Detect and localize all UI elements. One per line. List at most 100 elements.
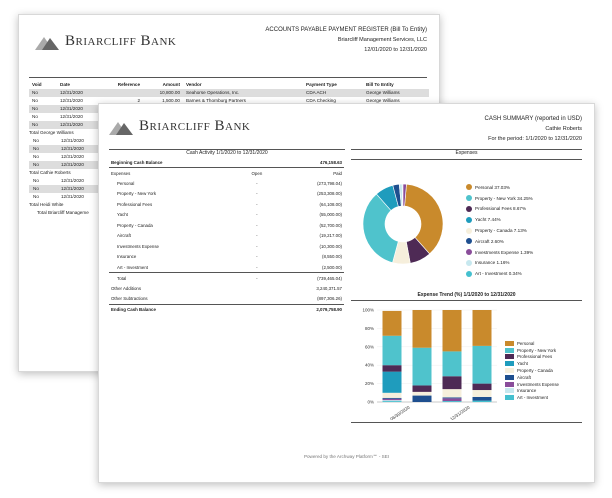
bar-segment[interactable] [472, 400, 492, 402]
report-header: ACCOUNTS PAYABLE PAYMENT REGISTER (Bill … [265, 25, 427, 55]
table-row[interactable]: No 12/31/2020 [29, 185, 109, 193]
bar-segment[interactable] [412, 395, 432, 402]
legend-label: Property - New York [517, 347, 557, 353]
date-cell: 12/31/2020 [61, 178, 84, 183]
cash-cell: Other Subtractions [109, 293, 240, 305]
cash-cell: Ending Cash Balance [111, 307, 156, 312]
bank-logo: Briarcliff Bank [35, 33, 176, 50]
cash-cell: (897,306.26) [274, 293, 344, 305]
legend-label: Art - Investment 0.34% [475, 271, 522, 277]
bar-segment[interactable] [382, 310, 402, 336]
y-tick-label: 0% [367, 400, 374, 405]
bar-segment[interactable] [382, 397, 402, 399]
void-cell: No [33, 186, 39, 191]
legend-label: Yacht [517, 361, 528, 367]
cash-summary-page: Briarcliff Bank CASH SUMMARY (reported i… [98, 103, 595, 483]
cash-cell: (8,550.00) [321, 254, 342, 260]
legend-swatch [505, 395, 514, 401]
bar-segment[interactable] [472, 345, 492, 384]
legend-item: Art - Investment [505, 394, 559, 401]
date-cell: 12/31/2020 [61, 162, 84, 167]
date-cell: 12/31/2020 [61, 194, 84, 199]
bar-segment[interactable] [382, 400, 402, 402]
column-header: Amount [162, 82, 180, 87]
legend-swatch [466, 238, 472, 245]
table-cell: 12/31/2020 [57, 105, 99, 113]
cash-cell: (52,700.00) [319, 222, 342, 228]
cash-activity-row: Other Additions 3,240,371.57 [109, 283, 344, 294]
cash-activity-row: Aircraft - (19,217.00) [109, 231, 344, 242]
bar-segment[interactable] [412, 385, 432, 392]
cash-cell: Professional Fees [117, 201, 153, 207]
bar-segment[interactable] [472, 310, 492, 346]
table-cell: 12/31/2020 [60, 98, 83, 103]
cash-cell: Open [251, 170, 263, 176]
bar-segment[interactable] [412, 391, 432, 396]
table-cell: Barnes & Thornburg Partners [186, 98, 246, 103]
table-row[interactable]: No 12/31/2020 [29, 113, 429, 121]
bar-segment[interactable] [472, 390, 492, 397]
cash-cell: 2,079,758.90 [316, 307, 342, 312]
legend-item: Yacht 7.44% [466, 214, 533, 225]
x-tick-label: 06/30/2020 [389, 404, 411, 420]
cash-activity-row: Other Subtractions (897,306.26) [109, 293, 344, 305]
footer-powered-by: Powered by the Archway Platform℠ - SEI [303, 454, 390, 459]
mountain-logo-icon [109, 121, 133, 135]
expenses-donut-chart [362, 183, 444, 265]
bar-segment[interactable] [472, 396, 492, 401]
pie-slice-property-new-york[interactable] [362, 193, 399, 263]
cash-cell: (2,500.00) [274, 262, 344, 273]
table-row[interactable]: No 12/31/2020 [29, 145, 109, 153]
bar-segment[interactable] [382, 392, 402, 398]
cash-activity-row: Expenses Open Paid [109, 168, 344, 179]
bar-segment[interactable] [442, 397, 462, 399]
void-cell: No [33, 146, 39, 151]
table-row[interactable]: No 12/31/2020 [29, 161, 109, 169]
cash-cell: Other Additions [111, 285, 142, 291]
legend-label: Aircraft 2.60% [475, 238, 504, 244]
column-header: Reference [117, 82, 140, 87]
table-cell: 12/31/2020 [57, 121, 99, 129]
table-row[interactable]: No 12/31/2020 2 1,500.00 Barnes & Thornburg … [29, 97, 429, 105]
bar-segment[interactable] [472, 383, 492, 391]
legend-label: Property - Canada [517, 368, 553, 374]
cash-cell: - [256, 243, 258, 249]
bar-segment[interactable] [442, 401, 462, 402]
bar-segment[interactable] [442, 351, 462, 377]
bar-segment[interactable] [382, 365, 402, 372]
bar-segment[interactable] [442, 376, 462, 390]
mountain-logo-icon [35, 36, 59, 50]
table-row[interactable]: No 12/31/2020 [29, 193, 109, 201]
bar-segment[interactable] [382, 335, 402, 366]
table-row[interactable]: No 12/31/2020 10,800.00 Seahorse Operations… [29, 89, 429, 97]
cash-cell: Personal [117, 180, 135, 186]
cash-cell: (55,000.00) [319, 212, 342, 218]
cash-cell: - [239, 262, 275, 273]
legend-label: Professional Fees 8.67% [475, 206, 527, 212]
bar-segment[interactable] [412, 310, 432, 348]
pie-slice-investments-expense[interactable] [402, 183, 407, 207]
bar-segment[interactable] [412, 347, 432, 386]
cash-cell: Investments Expense [117, 243, 159, 249]
pie-slice-personal[interactable] [404, 183, 444, 255]
group-total: Total Heidi White [29, 202, 64, 207]
bar-segment[interactable] [382, 371, 402, 393]
cash-cell: - [256, 191, 258, 197]
cash-cell: Expenses [111, 170, 131, 176]
bar-segment[interactable] [382, 401, 402, 402]
legend-item: Property - Canada [505, 367, 559, 374]
legend-item: Investments Expense 1.39% [466, 247, 533, 258]
legend-item: Personal 37.03% [466, 182, 533, 193]
legend-item: Professional Fees 8.67% [466, 204, 533, 215]
column-header: Payment Type [306, 82, 337, 87]
client-name: Cathie Roberts [545, 126, 582, 132]
table-row[interactable]: No 12/31/2020 [29, 153, 109, 161]
table-cell: No [32, 98, 38, 103]
bar-segment[interactable] [442, 398, 462, 402]
table-row[interactable]: No 12/31/2020 [29, 177, 109, 185]
bar-segment[interactable] [442, 310, 462, 352]
cash-cell: 3,240,371.57 [316, 285, 342, 291]
bar-segment[interactable] [442, 389, 462, 398]
bar-segment[interactable] [382, 398, 402, 401]
table-row[interactable]: No 12/31/2020 [29, 137, 109, 145]
